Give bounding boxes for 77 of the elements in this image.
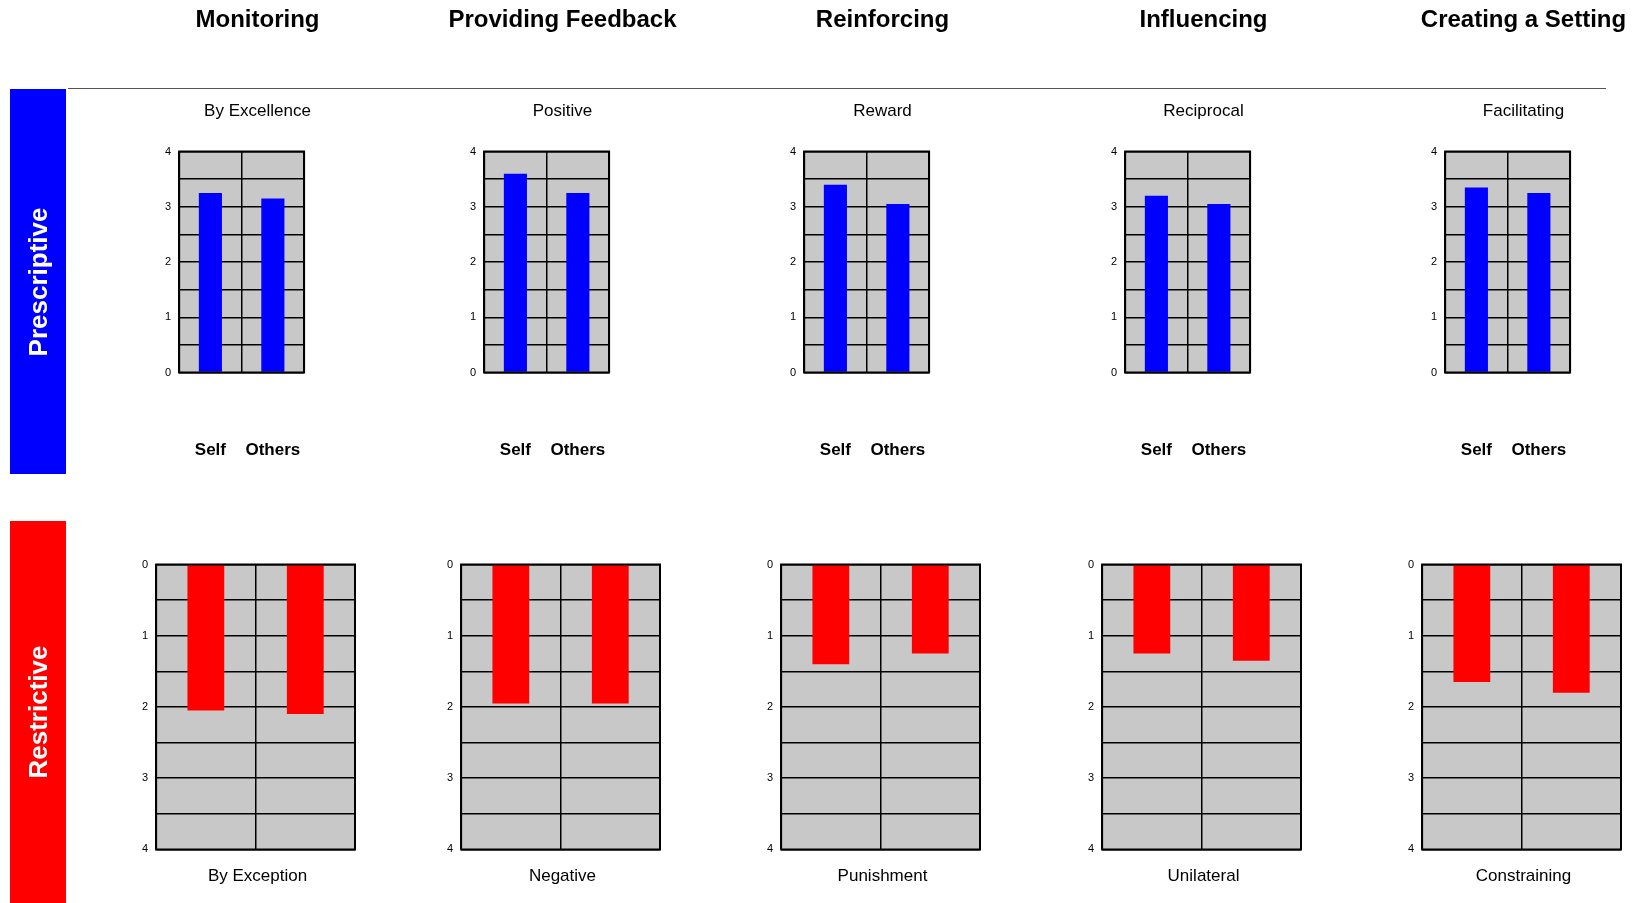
y-tick-label: 3 [1111,199,1118,212]
y-tick-label: 4 [1407,842,1415,855]
x-tick-label: Others [550,440,606,460]
x-tick-label: Others [1511,440,1567,460]
side-panel: Restrictive [10,521,66,903]
y-tick-label: 2 [790,255,797,268]
y-tick-label: 2 [446,700,454,713]
y-tick-label: 3 [1407,771,1415,784]
y-tick-label: 4 [165,144,172,157]
y-tick-label: 1 [1431,310,1438,323]
y-tick-label: 3 [141,771,149,784]
y-tick-label: 3 [470,199,477,212]
chart-subtitle: By Excellence [203,101,312,121]
y-tick-label: 4 [790,144,797,157]
y-tick-label: 3 [446,771,454,784]
x-tick-label: Self [1460,440,1493,460]
x-axis-title: Constraining [1474,866,1573,886]
y-tick-label: 2 [1111,255,1118,268]
y-tick-label: 0 [1407,557,1415,570]
y-tick-label: 2 [1407,700,1415,713]
x-tick-label: Self [1140,440,1173,460]
y-tick-label: 0 [1431,365,1438,378]
y-tick-label: 1 [470,310,477,323]
y-tick-label: 3 [1087,771,1095,784]
x-tick-label: Self [819,440,852,460]
y-tick-label: 2 [1087,700,1095,713]
chart-title: Creating a Setting [1419,5,1628,33]
y-tick-label: 1 [1111,310,1118,323]
chart-title: Reinforcing [815,5,950,32]
y-tick-label: 3 [165,199,172,212]
y-tick-label: 4 [141,842,149,855]
chart-title: Influencing [1139,5,1268,32]
y-tick-label: 4 [766,842,774,855]
y-tick-label: 4 [1431,144,1438,157]
chart-title: Providing Feedback [447,5,678,33]
x-tick-label: Others [870,440,926,460]
y-tick-label: 0 [1111,365,1118,378]
side-panel: Prescriptive [10,89,66,474]
y-tick-label: 1 [165,310,172,323]
y-tick-label: 0 [446,557,454,570]
y-tick-label: 1 [1087,628,1095,641]
y-tick-label: 1 [141,628,149,641]
chart-subtitle: Reward [852,101,913,121]
x-axis-title: Negative [527,866,598,886]
y-tick-label: 0 [766,557,774,570]
chart-title: Monitoring [195,5,320,32]
y-tick-label: 0 [165,365,172,378]
y-tick-label: 3 [790,199,797,212]
y-tick-label: 2 [766,700,774,713]
y-tick-label: 4 [470,144,477,157]
y-tick-label: 1 [1407,628,1415,641]
x-axis-title: Punishment [836,866,929,886]
y-tick-label: 1 [446,628,454,641]
y-tick-label: 2 [1431,255,1438,268]
y-tick-label: 4 [446,842,454,855]
y-tick-label: 4 [1087,842,1095,855]
x-tick-label: Others [245,440,301,460]
y-tick-label: 3 [766,771,774,784]
y-tick-label: 4 [1111,144,1118,157]
x-axis-title: By Exception [206,866,309,886]
chart-subtitle: Facilitating [1481,101,1566,121]
y-tick-label: 0 [141,557,149,570]
y-tick-label: 2 [470,255,477,268]
y-tick-label: 1 [766,628,774,641]
chart-subtitle: Reciprocal [1162,101,1245,121]
x-tick-label: Others [1191,440,1247,460]
y-tick-label: 0 [470,365,477,378]
y-tick-label: 0 [1087,557,1095,570]
x-tick-label: Self [499,440,532,460]
y-tick-label: 2 [165,255,172,268]
y-tick-label: 3 [1431,199,1438,212]
x-axis-title: Unilateral [1166,866,1241,886]
y-tick-label: 0 [790,365,797,378]
y-tick-label: 1 [790,310,797,323]
chart-subtitle: Positive [531,101,594,121]
y-tick-label: 2 [141,700,149,713]
x-tick-label: Self [194,440,227,460]
